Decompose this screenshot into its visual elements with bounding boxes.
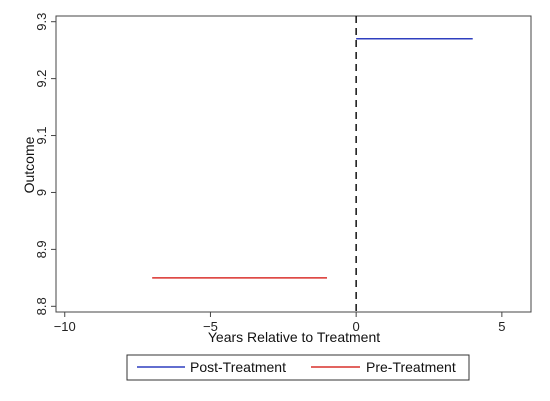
x-tick-label: 5 [498, 319, 505, 334]
legend-label-pre-treatment: Pre-Treatment [366, 359, 456, 375]
plot-area [55, 15, 532, 313]
y-tick-label: 9.2 [34, 70, 49, 88]
y-tick-label: 8.9 [34, 240, 49, 258]
y-tick-label: 9 [34, 189, 49, 196]
x-tick-label: −5 [203, 319, 218, 334]
y-tick-label: 8.8 [34, 297, 49, 315]
y-axis-title: Outcome [21, 136, 37, 193]
legend-label-post-treatment: Post-Treatment [190, 359, 286, 375]
x-tick-label: 0 [353, 319, 360, 334]
y-tick-label: 9.1 [34, 126, 49, 144]
x-axis-title: Years Relative to Treatment [208, 329, 380, 345]
x-tick-label: −10 [54, 319, 76, 334]
legend: Post-Treatment Pre-Treatment [126, 354, 470, 381]
y-tick-label: 9.3 [34, 13, 49, 31]
data-marks [152, 16, 473, 312]
axes: −10 −5 0 5 8.8 8.9 9 9.1 9.2 9.3 [34, 13, 505, 334]
